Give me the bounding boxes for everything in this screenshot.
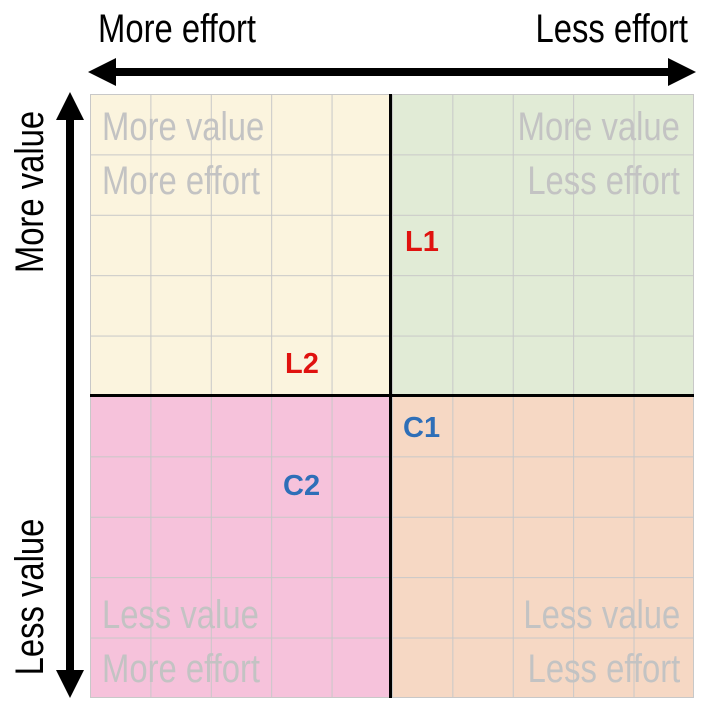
quadrant-label-line: More value <box>517 105 680 149</box>
horizontal-divider <box>90 394 694 397</box>
axis-label-more-effort: More effort <box>98 7 257 51</box>
quadrant-label-line: Less effort <box>527 159 680 203</box>
horizontal-double-arrow <box>88 58 696 86</box>
axis-label-more-value: More value <box>8 110 52 274</box>
marker-c2: C2 <box>283 470 321 502</box>
marker-l1: L1 <box>405 226 439 258</box>
quadrant-label-line: More effort <box>102 159 261 203</box>
quadrant-label-top-left: More value More effort <box>102 100 300 208</box>
vertical-double-arrow <box>56 92 84 698</box>
axis-label-less-effort: Less effort <box>535 7 688 51</box>
quadrant-label-bottom-left: Less value More effort <box>102 588 295 696</box>
marker-l2: L2 <box>285 348 319 380</box>
value-effort-matrix: More value More effort More value Less e… <box>90 94 694 698</box>
quadrant-label-line: Less value <box>102 593 259 637</box>
quadrant-label-line: Less effort <box>527 647 680 691</box>
axis-label-less-value: Less value <box>8 518 52 676</box>
quadrant-label-line: More value <box>102 105 265 149</box>
marker-c1: C1 <box>403 412 441 444</box>
quadrant-label-bottom-right: Less value Less effort <box>489 588 680 696</box>
quadrant-label-line: More effort <box>102 647 261 691</box>
quadrant-label-line: Less value <box>523 593 680 637</box>
quadrant-label-top-right: More value Less effort <box>482 100 680 208</box>
